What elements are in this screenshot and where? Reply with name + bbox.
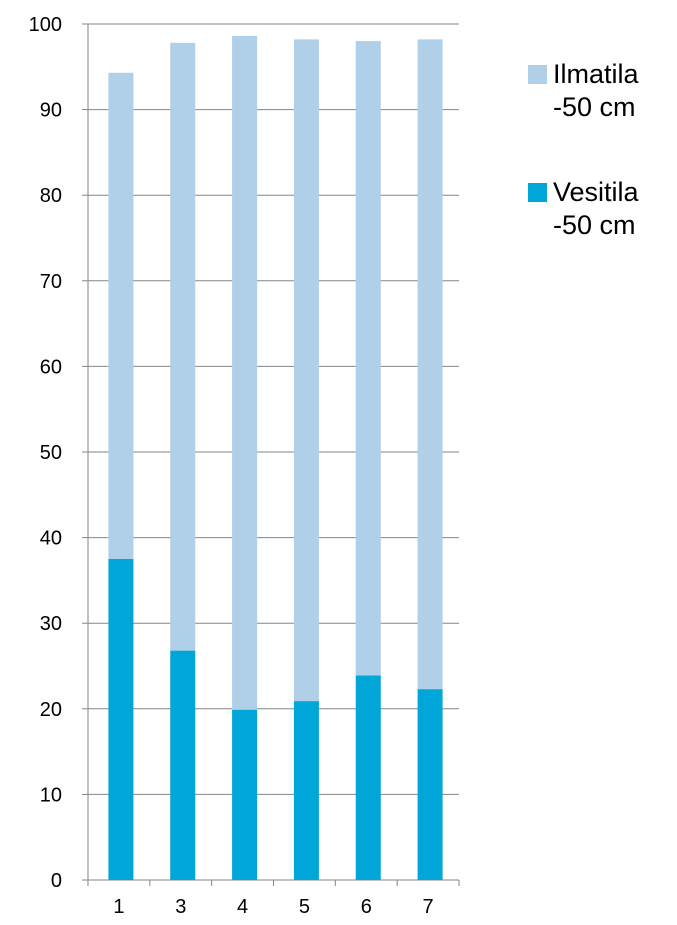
bar-segment [355,675,381,880]
legend-label: Ilmatila -50 cm [553,59,639,122]
x-tick-label: 4 [237,896,248,918]
bar-segment [293,39,319,702]
bar-segment [293,701,319,880]
bar-segment [355,41,381,676]
legend-item: Vesitila -50 cm [528,176,668,242]
x-tick-label: 5 [299,896,310,918]
x-tick-label: 1 [113,896,124,918]
y-tick-label: 70 [40,271,62,293]
legend-swatch [528,183,547,202]
y-tick-label: 10 [40,784,62,806]
y-tick-label: 30 [40,613,62,635]
x-tick-label: 3 [175,896,186,918]
bar-segment [417,39,443,690]
y-tick-label: 40 [40,528,62,550]
bar-segment [170,42,196,651]
y-tick-label: 0 [51,870,62,892]
y-tick-label: 80 [40,185,62,207]
bar-segment [170,650,196,880]
bar-segment [232,709,258,880]
y-tick-label: 20 [40,699,62,721]
y-tick-label: 60 [40,356,62,378]
legend-swatch [528,65,547,84]
y-tick-label: 100 [29,14,62,36]
y-tick-label: 50 [40,442,62,464]
bar-segment [108,559,134,880]
bar-segment [417,689,443,880]
legend-label: Vesitila -50 cm [553,177,639,240]
y-tick-label: 90 [40,100,62,122]
bar-segment [232,35,258,710]
x-tick-label: 7 [423,896,434,918]
x-tick-label: 6 [361,896,372,918]
legend-item: Ilmatila -50 cm [528,58,668,124]
bar-segment [108,72,134,560]
